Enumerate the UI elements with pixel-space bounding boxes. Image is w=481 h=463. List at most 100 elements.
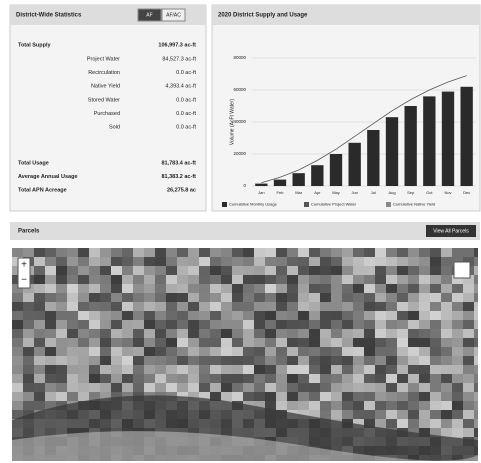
map-tile — [276, 347, 287, 356]
map-tile — [265, 248, 276, 257]
map-tile — [78, 329, 89, 338]
map-tile — [155, 275, 166, 284]
unit-label[interactable]: AF/AC — [166, 12, 181, 18]
map-tile — [320, 347, 331, 356]
map-tile — [232, 284, 243, 293]
map-tile — [353, 248, 364, 257]
map-tile — [34, 329, 45, 338]
zoom-in[interactable]: + — [21, 260, 27, 271]
map-tile — [265, 383, 276, 392]
stat-label: Average Annual Usage — [18, 174, 78, 180]
map-tile — [56, 257, 67, 266]
map-tile — [100, 284, 111, 293]
map-hills — [12, 431, 478, 461]
map-tile — [419, 266, 430, 275]
map-tile — [276, 374, 287, 383]
map-tile — [67, 365, 78, 374]
map-tile — [474, 347, 478, 356]
map-tile — [188, 338, 199, 347]
map-tile — [232, 356, 243, 365]
view-all-label[interactable]: View All Parcels — [433, 228, 469, 234]
map-tile — [375, 419, 386, 428]
map-tile — [397, 275, 408, 284]
map-tile — [276, 284, 287, 293]
map-tile — [155, 329, 166, 338]
map-tile — [375, 410, 386, 419]
map-tile — [320, 275, 331, 284]
map-tile — [342, 275, 353, 284]
map-tile — [474, 257, 478, 266]
bar — [255, 183, 268, 186]
map-tile — [364, 365, 375, 374]
view-all-button[interactable] — [426, 225, 476, 237]
map-tile — [474, 275, 478, 284]
map-tile — [89, 275, 100, 284]
unit-button[interactable] — [137, 8, 162, 22]
unit-label[interactable]: AF — [146, 12, 152, 18]
map-tile — [265, 392, 276, 401]
map-tile — [309, 266, 320, 275]
map-tile — [78, 374, 89, 383]
map-tile — [452, 329, 463, 338]
map-tile — [408, 338, 419, 347]
map-tile — [177, 320, 188, 329]
stat-value: 0.0 ac-ft — [176, 111, 196, 117]
map-tile — [89, 365, 100, 374]
map-tile — [375, 401, 386, 410]
map-tile — [67, 347, 78, 356]
map-tile — [463, 284, 474, 293]
map-tile — [144, 374, 155, 383]
map-tile — [122, 356, 133, 365]
map-tile — [430, 392, 441, 401]
map-tile — [353, 347, 364, 356]
map-tile — [23, 392, 34, 401]
map-tile — [100, 356, 111, 365]
map-tile — [45, 257, 56, 266]
map-tile — [430, 257, 441, 266]
map-tile — [221, 266, 232, 275]
map-tile — [463, 374, 474, 383]
map-tile — [309, 347, 320, 356]
map-tile — [199, 329, 210, 338]
unit-button[interactable] — [161, 8, 186, 22]
map-tile — [386, 401, 397, 410]
stat-value: 26,275.8 ac — [167, 187, 196, 193]
map-tile — [320, 266, 331, 275]
zoom-out[interactable]: − — [21, 275, 27, 286]
map-tile — [188, 329, 199, 338]
map-tile — [89, 302, 100, 311]
map-tile — [111, 374, 122, 383]
map-tile — [166, 311, 177, 320]
map-tile — [386, 302, 397, 311]
map-tile — [276, 392, 287, 401]
map-tile — [210, 338, 221, 347]
map-tile — [287, 347, 298, 356]
map-tile — [364, 266, 375, 275]
map-tile — [232, 257, 243, 266]
map-tile — [430, 383, 441, 392]
map-tile — [375, 365, 386, 374]
map-tile — [210, 293, 221, 302]
map-tile — [331, 365, 342, 374]
chart-panel — [211, 4, 481, 212]
map-tile — [67, 257, 78, 266]
map-tile — [67, 329, 78, 338]
y-axis-label: Volume (AcFt Water) — [229, 99, 235, 146]
map-tile — [89, 356, 100, 365]
map-tile — [111, 284, 122, 293]
map-tile — [287, 248, 298, 257]
map-tile — [375, 338, 386, 347]
map-tile — [287, 257, 298, 266]
map-tile — [254, 284, 265, 293]
map-tile — [210, 392, 221, 401]
layer-button[interactable] — [453, 261, 471, 279]
stat-label: Native Yield — [91, 84, 120, 90]
map-tile — [232, 329, 243, 338]
map-tile — [320, 248, 331, 257]
map-tile — [298, 257, 309, 266]
map-tile — [364, 320, 375, 329]
map-tile — [34, 392, 45, 401]
map-tile — [320, 392, 331, 401]
map-tile — [34, 302, 45, 311]
map-tile — [364, 347, 375, 356]
